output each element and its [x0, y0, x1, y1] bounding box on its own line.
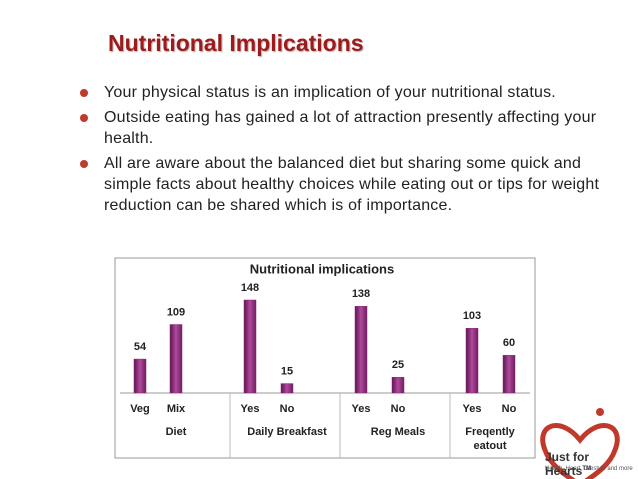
x-tick-label: Yes [241, 403, 260, 415]
group-label: Freqently eatout [465, 426, 515, 452]
group-label: Daily Breakfast [247, 426, 327, 438]
bullet: All are aware about the balanced diet bu… [78, 153, 608, 216]
data-label: 109 [167, 306, 185, 318]
x-tick-label: Yes [352, 403, 371, 415]
bar [169, 324, 183, 394]
x-tick-label: Veg [130, 403, 150, 415]
group-label: Reg Meals [370, 426, 426, 438]
bar [502, 355, 516, 394]
bullet-list: Your physical status is an implication o… [78, 82, 608, 220]
logo-heart [540, 423, 620, 479]
group-label: Diet [165, 426, 187, 438]
data-label: 15 [281, 365, 293, 377]
bar [391, 377, 405, 394]
x-tick-label: Mix [167, 403, 186, 415]
logo-name: Just for Hearts [545, 450, 590, 478]
bar [243, 299, 257, 394]
data-label: 25 [392, 359, 404, 371]
logo-tagline: Health, Heart, Lifestyle and more [545, 466, 633, 472]
logo-mark: TM [582, 466, 592, 472]
data-label: 138 [352, 288, 370, 300]
data-label: 54 [134, 341, 147, 353]
bullet: Outside eating has gained a lot of attra… [78, 107, 608, 149]
chart-frame [114, 257, 536, 459]
slide-title: Nutritional Implications [108, 30, 364, 56]
x-tick-label: No [280, 403, 295, 415]
bar [465, 328, 479, 394]
logo: Just for HeartsTM [545, 450, 638, 478]
x-tick-label: No [391, 403, 406, 415]
data-label: 103 [463, 310, 481, 322]
logo-dot [596, 408, 604, 416]
bullet: Your physical status is an implication o… [78, 82, 608, 103]
x-tick-label: No [502, 403, 517, 415]
bar [280, 383, 294, 394]
chart-title: Nutritional implications [250, 261, 394, 276]
x-tick-label: Yes [463, 403, 482, 415]
data-label: 60 [503, 337, 515, 349]
bar [354, 306, 368, 394]
data-label: 148 [241, 282, 259, 294]
bar [133, 358, 147, 394]
